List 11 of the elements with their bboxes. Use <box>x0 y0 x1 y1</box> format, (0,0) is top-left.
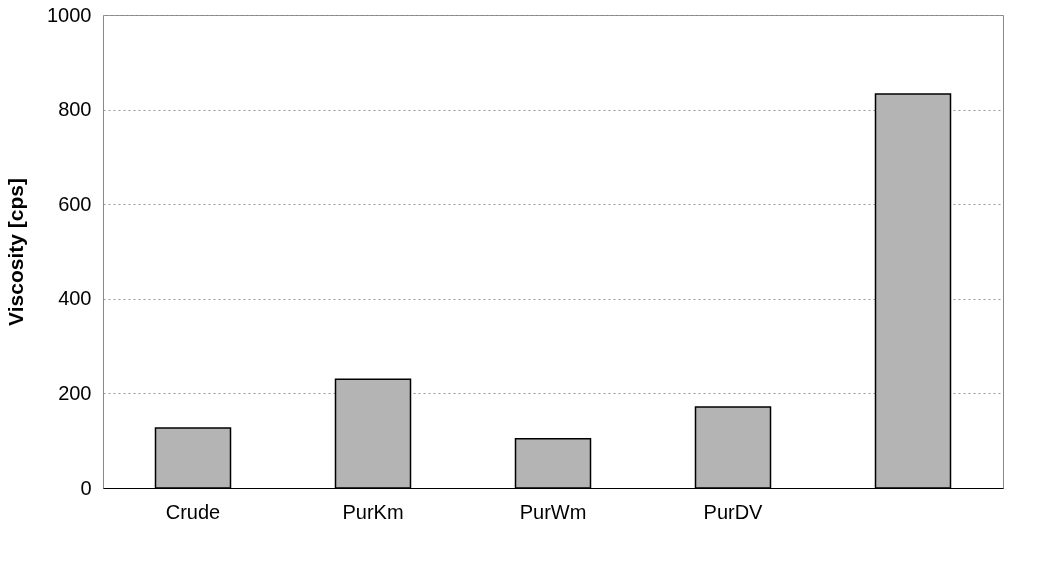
x-tick-label: PurWm <box>519 500 587 523</box>
y-axis-title: Viscosity [cps] <box>4 178 28 326</box>
y-tick-label: 600 <box>58 192 92 215</box>
x-tick-label: Crude <box>165 500 221 523</box>
x-tick-label: PurKm <box>342 500 404 523</box>
y-tick-label: 0 <box>80 476 92 499</box>
y-tick-label: 200 <box>58 381 92 404</box>
y-tick-label: 800 <box>58 98 92 121</box>
y-tick-label: 400 <box>58 287 92 310</box>
y-tick-label: 1000 <box>47 3 92 26</box>
x-tick-label: PurDV <box>703 500 764 523</box>
